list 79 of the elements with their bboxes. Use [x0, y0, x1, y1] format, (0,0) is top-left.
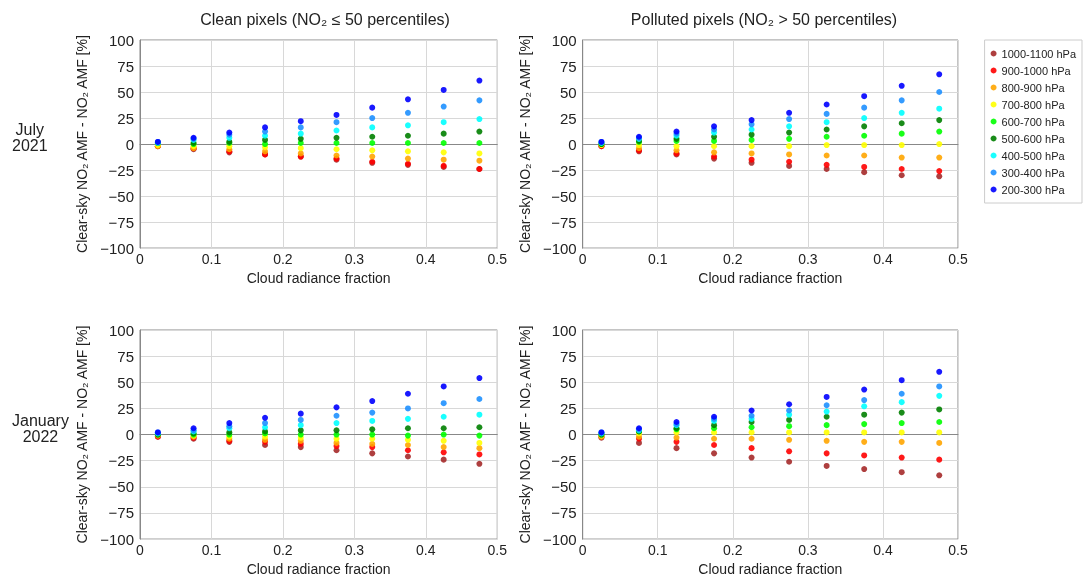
x-tick-label: 0	[136, 542, 145, 559]
x-tick-label: 0.2	[723, 542, 743, 559]
y-tick-label: −50	[551, 478, 577, 496]
x-tick-label: 0.4	[873, 542, 893, 559]
x-tick-label: 0.1	[648, 251, 668, 268]
y-tick-label: 0	[568, 426, 577, 444]
y-tick-label: 50	[117, 373, 134, 391]
y-tick-label: −50	[108, 478, 134, 496]
y-tick-label: −50	[108, 187, 134, 205]
y-tick-label: 50	[560, 373, 577, 391]
y-tick-label: 25	[560, 109, 577, 127]
x-tick-label: 0.2	[723, 251, 743, 268]
x-tick-label: 0.3	[798, 251, 818, 268]
y-tick-label: −50	[551, 187, 577, 205]
y-tick-label: 100	[551, 321, 577, 339]
x-tick-label: 0.1	[201, 251, 222, 268]
legend-label: 900-1000 hPa	[1001, 64, 1072, 77]
y-tick-label: 75	[560, 57, 577, 75]
text: July 2021	[12, 121, 48, 155]
x-tick-label: 0.3	[344, 542, 365, 559]
y-tick-label: −25	[551, 161, 577, 179]
y-tick-label: 25	[117, 109, 134, 127]
y-tick-label: −75	[551, 213, 577, 231]
y-axis-title: Clear-sky NO₂ AMF - NO₂ AMF [%]	[74, 35, 91, 253]
y-tick-label: −100	[100, 239, 134, 257]
legend-label: 200-300 hPa	[1001, 183, 1066, 196]
legend-label: 400-500 hPa	[1001, 149, 1066, 162]
y-axis-title: Clear-sky NO₂ AMF - NO₂ AMF [%]	[517, 35, 533, 253]
x-tick-label: 0.4	[873, 251, 893, 268]
y-tick-label: 50	[117, 83, 134, 101]
y-axis-title: Clear-sky NO₂ AMF - NO₂ AMF [%]	[517, 325, 533, 544]
x-axis-title: Cloud radiance fraction	[698, 561, 843, 577]
chart-title: Polluted pixels (NO₂ > 50 percentiles)	[630, 10, 898, 28]
x-tick-label: 0.4	[416, 251, 436, 268]
legend-label: 500-600 hPa	[1001, 132, 1066, 145]
x-tick-label: 0.5	[487, 542, 508, 559]
y-tick-label: 75	[117, 347, 134, 365]
legend-label: 700-800 hPa	[1001, 98, 1066, 111]
y-tick-label: −75	[108, 213, 134, 231]
y-tick-label: 25	[560, 399, 577, 417]
y-axis-title: Clear-sky NO₂ AMF - NO₂ AMF [%]	[74, 325, 91, 544]
x-tick-label: 0.1	[201, 542, 222, 559]
legend-label: 800-900 hPa	[1001, 81, 1066, 94]
y-tick-label: −25	[108, 161, 134, 179]
y-tick-label: −75	[551, 504, 577, 522]
y-tick-label: 0	[568, 135, 577, 153]
y-tick-label: 0	[125, 135, 134, 153]
x-tick-label: 0.5	[948, 542, 968, 559]
y-tick-label: −25	[551, 452, 577, 470]
y-tick-label: −75	[108, 504, 134, 522]
y-tick-label: −25	[108, 452, 134, 470]
y-tick-label: −100	[100, 530, 134, 548]
y-tick-label: 0	[125, 426, 134, 444]
chart-title: Clean pixels (NO₂ ≤ 50 percentiles)	[200, 10, 450, 28]
y-tick-label: 100	[108, 31, 134, 49]
y-tick-label: 75	[117, 57, 134, 75]
x-tick-label: 0.5	[948, 251, 968, 268]
y-tick-label: −100	[542, 239, 577, 257]
legend-label: 300-400 hPa	[1001, 166, 1066, 179]
x-tick-label: 0.4	[416, 542, 436, 559]
text: January 2022	[12, 411, 69, 445]
x-tick-label: 0.5	[487, 251, 508, 268]
x-tick-label: 0.3	[344, 251, 365, 268]
y-tick-label: 25	[117, 399, 134, 417]
y-tick-label: 100	[108, 321, 134, 339]
y-tick-label: 75	[560, 347, 577, 365]
x-axis-title: Cloud radiance fraction	[246, 561, 391, 577]
x-tick-label: 0.1	[648, 542, 668, 559]
x-tick-label: 0.3	[798, 542, 818, 559]
y-tick-label: −100	[542, 530, 577, 548]
x-axis-title: Cloud radiance fraction	[246, 270, 391, 286]
legend-label: 600-700 hPa	[1001, 115, 1066, 128]
y-tick-label: 50	[560, 83, 577, 101]
y-tick-label: 100	[551, 31, 577, 49]
x-axis-title: Cloud radiance fraction	[698, 270, 843, 286]
legend-label: 1000-1100 hPa	[1001, 47, 1077, 60]
x-tick-label: 0	[136, 251, 145, 268]
x-tick-label: 0.2	[273, 542, 293, 559]
x-tick-label: 0.2	[273, 251, 293, 268]
